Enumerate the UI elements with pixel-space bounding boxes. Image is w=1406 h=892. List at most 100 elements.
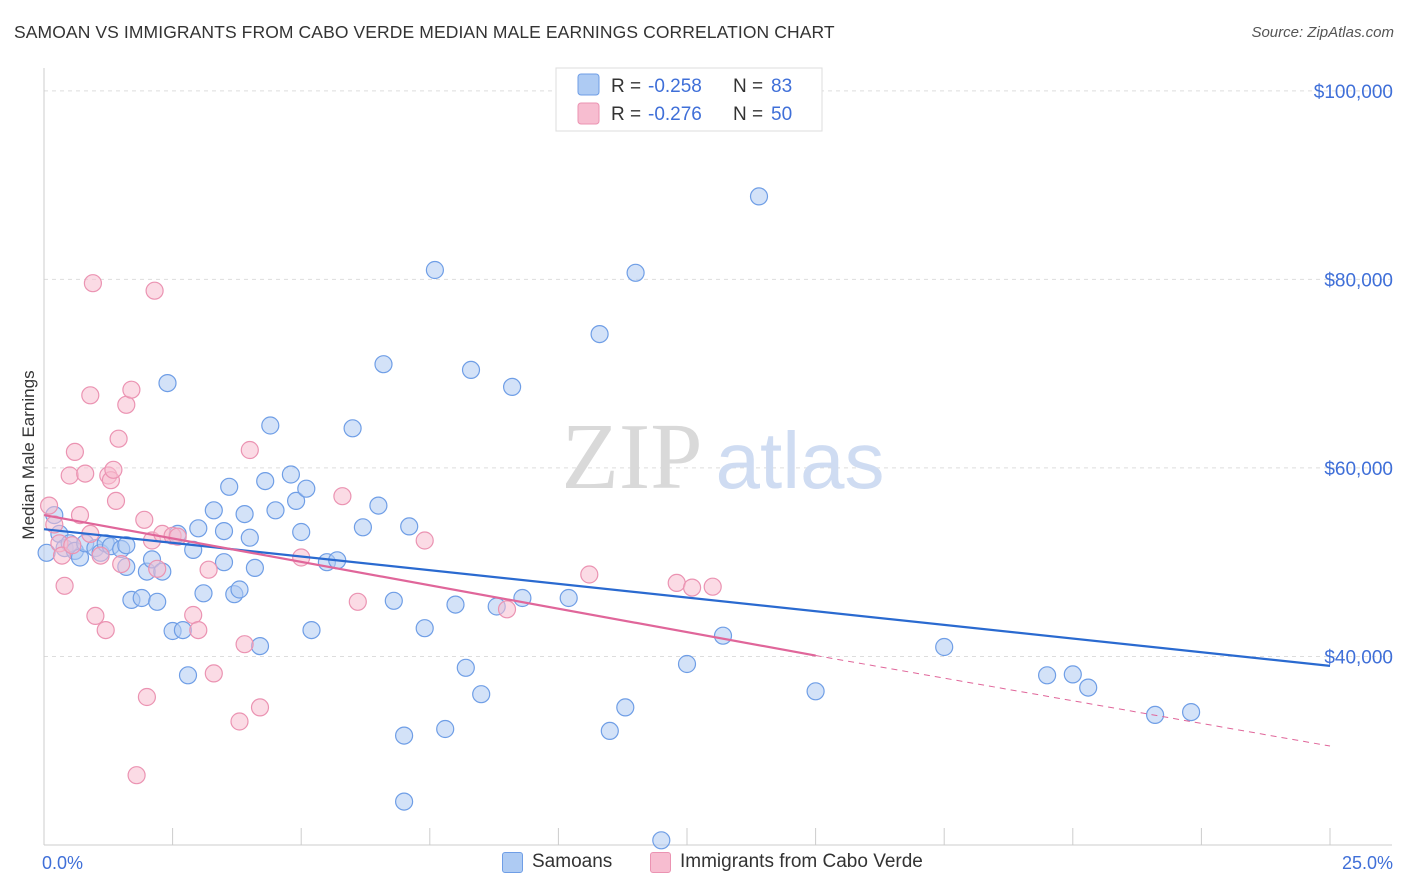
point-cabo-verde-40 — [250, 698, 270, 717]
point-samoans-57 — [415, 619, 434, 638]
y-tick-label-1: $60,000 — [1324, 459, 1393, 480]
point-samoans-72 — [652, 831, 671, 850]
point-cabo-verde-13 — [86, 606, 105, 626]
legend-n-value-1: 83 — [771, 76, 792, 97]
point-samoans-71 — [626, 263, 645, 282]
point-cabo-verde-12 — [83, 274, 103, 293]
point-samoans-40 — [261, 416, 280, 435]
point-samoans-55 — [395, 792, 414, 811]
point-cabo-verde-21 — [112, 554, 131, 574]
point-cabo-verde-0 — [39, 496, 59, 515]
point-samoans-75 — [749, 187, 769, 206]
point-cabo-verde-14 — [91, 546, 110, 565]
point-cabo-verde-29 — [148, 559, 167, 578]
legend-r-label-2: R = — [611, 104, 641, 125]
point-samoans-34 — [230, 580, 249, 599]
point-samoans-49 — [343, 419, 362, 438]
axes — [43, 68, 1392, 846]
trend-lines — [43, 513, 1331, 747]
point-samoans-52 — [374, 355, 393, 374]
point-samoans-76 — [806, 682, 825, 701]
point-samoans-59 — [436, 719, 455, 739]
point-samoans-24 — [173, 620, 192, 640]
point-cabo-verde-19 — [106, 491, 126, 510]
point-cabo-verde-44 — [415, 531, 434, 550]
point-samoans-28 — [194, 584, 213, 603]
watermark-zip: ZIP — [562, 405, 703, 509]
legend-n-label-2: N = — [733, 104, 763, 125]
point-samoans-16 — [132, 588, 151, 608]
point-cabo-verde-37 — [230, 712, 249, 731]
point-samoans-51 — [369, 496, 388, 515]
point-cabo-verde-49 — [703, 577, 722, 596]
point-samoans-50 — [353, 518, 372, 537]
legend-n-label-1: N = — [733, 76, 763, 97]
point-samoans-62 — [461, 360, 481, 379]
legend-swatch-cabo-verde-bottom — [650, 851, 671, 873]
point-samoans-41 — [266, 501, 285, 520]
point-cabo-verde-4 — [55, 576, 74, 595]
point-cabo-verde-39 — [240, 440, 259, 460]
point-samoans-13 — [117, 536, 136, 555]
point-samoans-61 — [456, 658, 475, 677]
grid-lines — [44, 90, 1392, 657]
point-cabo-verde-18 — [104, 460, 123, 479]
legend-n-value-2: 50 — [771, 104, 792, 125]
y-tick-label-2: $80,000 — [1324, 270, 1393, 291]
legend-r-value-2: -0.276 — [648, 104, 702, 125]
point-samoans-45 — [297, 479, 316, 498]
point-samoans-56 — [400, 517, 419, 536]
y-axis-title: Median Male Earnings — [19, 370, 38, 539]
point-cabo-verde-38 — [235, 635, 254, 654]
legend-label-samoans: Samoans — [532, 851, 613, 872]
legend-label-cabo-verde: Immigrants from Cabo Verde — [680, 851, 923, 872]
point-cabo-verde-35 — [199, 560, 218, 579]
point-samoans-27 — [189, 519, 208, 538]
y-tick-labels: $40,000 $60,000 $80,000 $100,000 — [1314, 82, 1393, 669]
point-cabo-verde-48 — [682, 578, 702, 597]
point-samoans-42 — [281, 465, 300, 484]
point-cabo-verde-47 — [667, 573, 686, 593]
point-samoans-70 — [616, 698, 635, 717]
point-cabo-verde-28 — [145, 281, 164, 300]
point-cabo-verde-36 — [204, 664, 223, 683]
point-samoans-67 — [559, 588, 578, 608]
data-points — [37, 187, 1201, 850]
point-cabo-verde-8 — [70, 505, 90, 525]
point-samoans-46 — [302, 620, 321, 640]
point-samoans-80 — [1079, 678, 1098, 697]
point-cabo-verde-11 — [81, 386, 100, 405]
point-samoans-39 — [256, 472, 275, 491]
point-cabo-verde-22 — [117, 395, 136, 414]
point-samoans-73 — [677, 654, 697, 674]
point-cabo-verde-26 — [137, 687, 156, 707]
point-samoans-63 — [472, 685, 491, 704]
x-tick-label-max: 25.0% — [1342, 853, 1393, 873]
point-cabo-verde-24 — [127, 766, 146, 785]
legend-item-samoans: Samoans — [502, 851, 612, 873]
legend-item-cabo-verde: Immigrants from Cabo Verde — [650, 851, 923, 873]
point-samoans-21 — [158, 374, 177, 393]
point-samoans-19 — [148, 592, 167, 611]
watermark-atlas: atlas — [716, 416, 885, 505]
legend-bottom: Samoans Immigrants from Cabo Verde — [0, 851, 1406, 879]
point-samoans-44 — [292, 522, 311, 542]
point-samoans-36 — [240, 528, 259, 547]
point-samoans-35 — [235, 504, 254, 524]
point-samoans-79 — [1063, 665, 1082, 684]
point-samoans-69 — [600, 721, 619, 741]
point-cabo-verde-15 — [96, 620, 115, 640]
point-samoans-78 — [1037, 666, 1057, 685]
legend-top: R = -0.258 N = 83 R = -0.276 N = 50 — [555, 67, 823, 132]
point-cabo-verde-34 — [189, 620, 208, 640]
point-samoans-29 — [204, 501, 223, 520]
point-samoans-37 — [245, 558, 264, 578]
x-tick-labels: 0.0% 25.0% — [42, 853, 1393, 873]
point-cabo-verde-7 — [65, 442, 85, 461]
point-cabo-verde-25 — [135, 510, 154, 529]
legend-swatch-samoans-bottom — [502, 851, 523, 873]
trend-line-cabo-verde — [43, 513, 816, 657]
point-samoans-60 — [446, 595, 465, 614]
y-tick-label-3: $100,000 — [1314, 82, 1393, 103]
